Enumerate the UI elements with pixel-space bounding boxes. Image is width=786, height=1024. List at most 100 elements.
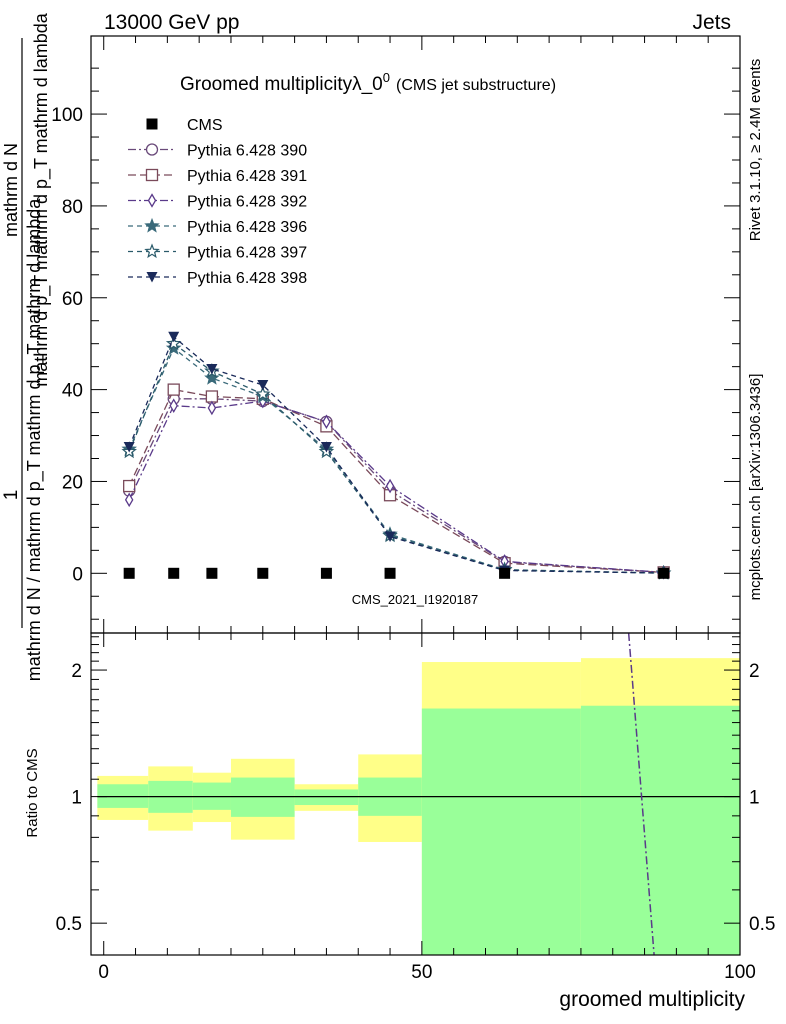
data-point-marker [168, 331, 180, 343]
ratio-band-inner [580, 705, 740, 955]
data-point-marker [255, 386, 271, 401]
main-series-group [121, 331, 672, 580]
data-point-marker [658, 567, 670, 579]
legend-label: Pythia 6.428 392 [187, 194, 307, 211]
ratio-y-tick-label: 2 [71, 661, 82, 682]
legend-item: Pythia 6.428 392 [128, 193, 307, 211]
chart-title-main: Groomed multiplicityλ_0 [180, 74, 383, 95]
legend-item: CMS [146, 117, 223, 134]
header-jets: Jets [692, 11, 731, 34]
legend-label: Pythia 6.428 398 [187, 270, 307, 287]
data-point-marker [206, 567, 218, 579]
main-panel: 0 20 40 60 80 100 CMS_2021_I1920187 Groomed m… [51, 35, 741, 634]
series-line [128, 400, 664, 574]
legend-item: Pythia 6.428 398 [128, 270, 307, 287]
side-events-text: Rivet 3.1.10, ≥ 2.4M events [747, 59, 764, 242]
legend-item: Pythia 6.428 397 [128, 243, 307, 262]
y-label-one: 1 [1, 490, 22, 501]
legend: CMS Pythia 6.428 390 Pythia 6.428 391 Pythi… [128, 117, 307, 287]
ratio-y-label: Ratio to CMS [24, 748, 41, 837]
legend-label: Pythia 6.428 390 [187, 143, 307, 160]
main-y-tick-label: 40 [62, 381, 83, 402]
series-pythia-6-428-391 [123, 383, 670, 579]
data-point-marker [123, 567, 135, 579]
data-point-marker [385, 478, 395, 494]
ratio-y-tick-label-right: 2 [749, 661, 760, 682]
data-point-marker [205, 390, 219, 403]
data-point-marker [123, 479, 136, 493]
main-y-tick-labels: 0 20 40 60 80 100 [51, 105, 83, 585]
legend-label: CMS [187, 117, 223, 134]
ratio-x-tick-labels: 0 50 100 [98, 962, 755, 983]
data-point-marker [257, 380, 269, 391]
data-point-marker [123, 442, 135, 453]
x-axis-label: groomed multiplicity [559, 988, 745, 1011]
main-axis-ticks [91, 36, 741, 633]
series-pythia-6-428-397 [121, 335, 672, 580]
main-y-label: 1 mathrm d N mathrm d p_T mathrm d p_T m… [1, 12, 52, 681]
data-point-marker [145, 168, 159, 182]
ratio-band-inner [421, 708, 581, 955]
ratio-bands [97, 658, 740, 955]
data-point-marker [167, 383, 180, 396]
legend-label: Pythia 6.428 396 [187, 219, 307, 236]
main-y-tick-label: 0 [72, 564, 83, 585]
data-point-marker [322, 414, 331, 430]
series-line [128, 335, 664, 574]
data-point-marker [207, 400, 217, 416]
main-y-tick-label: 20 [62, 472, 83, 493]
ratio-y-tick-label: 0.5 [56, 914, 82, 935]
chart-title: Groomed multiplicityλ_00 (CMS jet substru… [180, 70, 556, 95]
ratio-y-tick-labels: 0.5 0.5 1 1 2 2 [56, 661, 776, 935]
legend-item: Pythia 6.428 391 [128, 168, 307, 185]
main-y-tick-label: 100 [51, 105, 83, 126]
data-point-marker [204, 369, 220, 385]
data-point-marker [144, 243, 160, 259]
data-point-marker [169, 398, 178, 413]
y-label-numerator: mathrm d N [1, 143, 21, 237]
chart-title-sup: 0 [383, 70, 390, 85]
side-site-text: mcplots.cern.ch [arXiv:1306.3436] [747, 374, 764, 601]
main-y-tick-label: 80 [62, 197, 83, 218]
series-pythia-6-428-392 [124, 393, 668, 580]
x-tick-label: 100 [724, 962, 756, 983]
y-label-denominator: mathrm d N / mathrm d p_T mathrm d p_T m… [24, 198, 45, 681]
x-tick-label: 0 [98, 962, 109, 983]
data-point-marker [165, 335, 182, 351]
legend-label: Pythia 6.428 397 [187, 245, 307, 262]
data-point-marker [168, 567, 180, 579]
data-point-marker [499, 567, 511, 579]
data-point-marker [320, 442, 332, 453]
series-line [128, 398, 664, 574]
data-point-marker [147, 193, 157, 208]
data-point-marker [146, 118, 158, 130]
ratio-y-tick-label-right: 1 [749, 788, 760, 809]
ratio-band-inner [294, 789, 359, 806]
y-label-denominator-top: mathrm d p_T mathrm d p_T mathrm d lambd… [31, 12, 52, 386]
ratio-y-tick-label: 1 [71, 788, 82, 809]
ratio-axis-ticks [91, 633, 741, 955]
header-energy: 13000 GeV pp [104, 11, 239, 34]
series-pythia-6-428-396 [121, 340, 672, 580]
data-point-marker [384, 531, 396, 543]
main-y-tick-label: 60 [62, 289, 83, 310]
series-pythia-6-428-390 [123, 392, 670, 579]
ratio-lines [97, 632, 740, 956]
legend-item: Pythia 6.428 390 [128, 143, 307, 160]
data-point-marker [144, 217, 160, 233]
legend-label: Pythia 6.428 391 [187, 168, 307, 185]
watermark-text: CMS_2021_I1920187 [352, 592, 479, 607]
ratio-series-line [627, 632, 655, 956]
data-point-marker [320, 567, 332, 579]
data-point-marker [257, 567, 269, 579]
legend-item: Pythia 6.428 396 [128, 217, 307, 236]
data-point-marker [124, 492, 134, 508]
series-cms [123, 567, 670, 579]
x-tick-label: 50 [411, 962, 432, 983]
data-point-marker [384, 567, 396, 579]
series-line [128, 388, 664, 574]
ratio-panel: 0.5 0.5 1 1 2 2 0 50 100 [56, 632, 776, 983]
ratio-y-tick-label-right: 0.5 [749, 914, 775, 935]
ratio-frame [90, 632, 741, 956]
